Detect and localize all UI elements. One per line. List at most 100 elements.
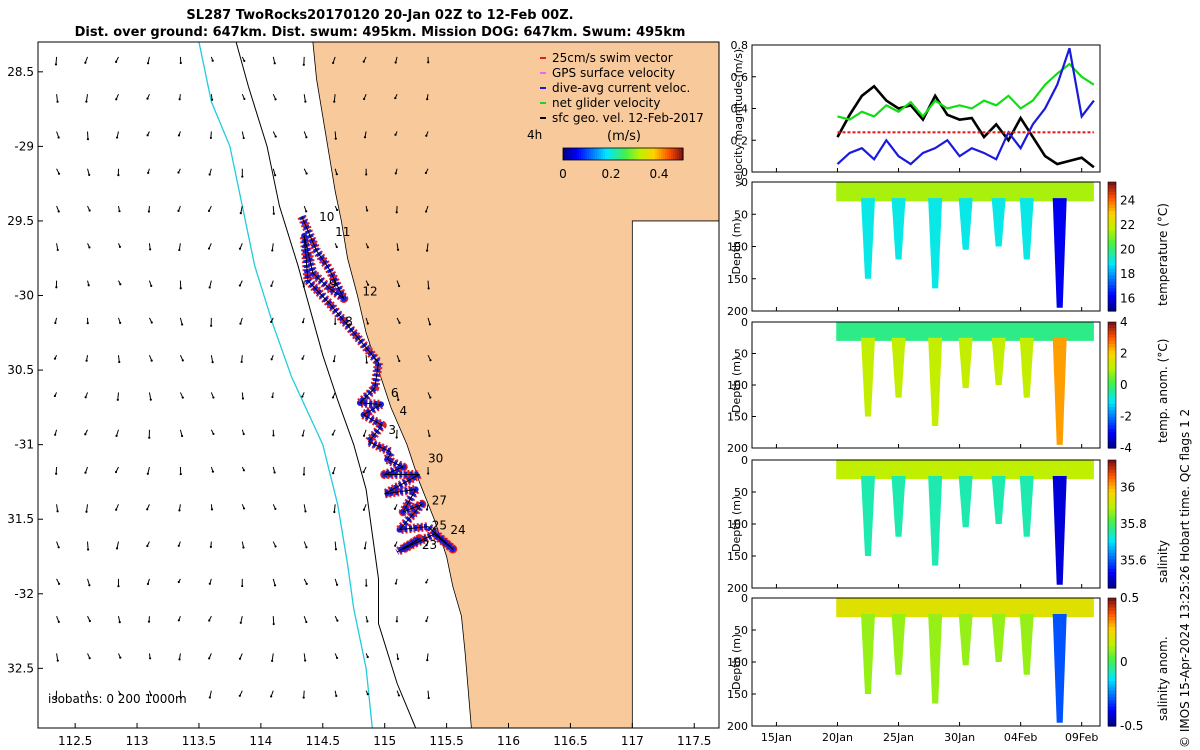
- section-colorbar-cell: [1108, 191, 1116, 196]
- section-colorbar-cell: [1108, 463, 1116, 467]
- section-panel-3: 0 50 100 150 200 Depth (m) 35.6 35.8 36 salinity: [727, 454, 1170, 595]
- geo-arrow-head: [425, 508, 429, 511]
- geo-arrow-head: [208, 286, 211, 289]
- geo-arrow-head: [150, 359, 153, 362]
- geo-arrow-head: [394, 544, 397, 547]
- section-colorbar-cell: [1108, 422, 1116, 427]
- geo-arrow-head: [242, 432, 245, 436]
- geostrophic-arrows: [53, 56, 432, 700]
- geo-arrow-head: [179, 287, 182, 290]
- colorbar-tick-label: 0.2: [601, 167, 620, 181]
- section-colorbar-cell: [1108, 543, 1116, 547]
- geo-arrow: [272, 206, 275, 214]
- geo-arrow-head: [425, 619, 428, 623]
- section-y-tick-label: 150: [727, 688, 748, 701]
- section-colorbar-cell: [1108, 340, 1116, 345]
- section-colorbar-cell: [1108, 322, 1116, 326]
- geo-arrow-head: [366, 322, 369, 325]
- colorbar-cell: [663, 148, 666, 160]
- section-y-tick-label: 100: [727, 241, 748, 254]
- geo-arrow-head: [428, 323, 432, 326]
- x-tick-label: 116.5: [553, 734, 587, 748]
- geo-arrow-head: [178, 248, 181, 252]
- section-depth-label: Depth (m): [730, 496, 743, 552]
- geo-arrow-head: [305, 136, 308, 139]
- geo-arrow-head: [211, 59, 214, 62]
- geo-arrow-head: [238, 694, 241, 697]
- section-dive-profile: [958, 614, 973, 666]
- colorbar-cell: [677, 148, 680, 160]
- section-colorbar-cell: [1108, 642, 1116, 647]
- geo-arrow-head: [57, 582, 61, 585]
- section-colorbar-cell: [1108, 198, 1116, 202]
- geo-arrow-head: [426, 659, 429, 662]
- geo-arrow-head: [85, 510, 88, 513]
- section-colorbar-cell: [1108, 416, 1116, 421]
- geo-arrow: [333, 504, 336, 513]
- geo-arrow-head: [241, 175, 244, 178]
- geo-arrow-head: [332, 360, 336, 363]
- geo-arrow-head: [271, 249, 274, 252]
- geo-arrow-head: [84, 61, 87, 64]
- time-tick-label: 30Jan: [944, 731, 975, 744]
- section-colorbar-frame: [1107, 597, 1117, 727]
- geo-arrow-head: [88, 209, 91, 212]
- y-tick-label: 30.5: [7, 363, 34, 377]
- colorbar-cell: [577, 148, 580, 160]
- geo-arrow-head: [335, 656, 339, 660]
- geo-arrow: [396, 392, 399, 400]
- section-colorbar-cell: [1108, 472, 1116, 477]
- section-colorbar-cell: [1108, 400, 1116, 405]
- geo-arrow-head: [394, 133, 397, 136]
- section-panel-1: 0 50 100 150 200 Depth (m) 16 18 20 22 24 temperatu…: [727, 176, 1170, 318]
- section-colorbar-cell: [1108, 549, 1116, 554]
- y-tick-label: -32: [14, 587, 34, 601]
- colorbar-cell: [637, 148, 640, 160]
- geo-arrow-head: [427, 61, 430, 64]
- geo-arrow-head: [86, 138, 90, 141]
- geo-arrow-head: [210, 508, 214, 511]
- geo-arrow-head: [366, 209, 369, 212]
- geo-arrow-head: [57, 172, 61, 175]
- geo-arrow-head: [212, 432, 215, 436]
- section-colorbar-cell: [1108, 220, 1116, 225]
- legend-4h-label: 4h: [527, 128, 542, 142]
- section-colorbar-cell: [1108, 432, 1116, 436]
- colorbar-cell: [591, 148, 594, 160]
- geo-arrow-head: [272, 622, 275, 626]
- geo-arrow: [272, 578, 276, 586]
- geo-arrow-head: [272, 212, 275, 215]
- section-colorbar-cell: [1108, 240, 1116, 244]
- colorbar-cell: [565, 148, 568, 160]
- geo-arrow-head: [55, 472, 58, 475]
- geo-arrow-head: [180, 434, 184, 438]
- geo-arrow-head: [238, 657, 242, 660]
- geo-arrow-head: [426, 98, 429, 101]
- geo-arrow-head: [148, 436, 151, 439]
- section-dive-profile: [991, 614, 1006, 662]
- section-colorbar-cell: [1108, 636, 1116, 641]
- geo-arrow: [303, 504, 306, 512]
- colorbar-cell: [573, 148, 576, 160]
- section-colorbar-tick-label: 4: [1120, 315, 1128, 329]
- section-colorbar-cell: [1108, 460, 1116, 464]
- geo-arrow-head: [146, 544, 149, 548]
- colorbar-cell: [593, 148, 596, 160]
- section-colorbar-cell: [1108, 223, 1116, 228]
- section-colorbar-cell: [1108, 703, 1116, 708]
- geo-arrow: [240, 616, 243, 623]
- geo-arrow: [148, 392, 152, 400]
- x-tick-label: 113: [126, 734, 149, 748]
- section-y-tick-label: 200: [727, 442, 748, 455]
- time-tick-label: 15Jan: [761, 731, 792, 744]
- section-colorbar-cell: [1108, 517, 1116, 522]
- section-dive-profile: [958, 337, 973, 389]
- section-colorbar-cell: [1108, 438, 1116, 443]
- geo-arrow-head: [398, 321, 401, 324]
- geo-arrow: [272, 168, 276, 176]
- section-colorbar-cell: [1108, 353, 1116, 358]
- section-colorbar-cell: [1108, 578, 1116, 583]
- section-colorbar-tick-label: 18: [1120, 267, 1135, 281]
- geo-arrow-head: [119, 321, 122, 324]
- colorbar-tick-label: 0.4: [649, 167, 668, 181]
